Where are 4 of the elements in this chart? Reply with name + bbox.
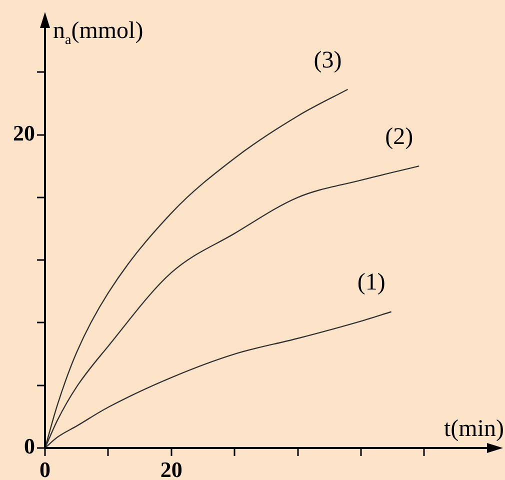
series-label: (3) <box>314 47 342 74</box>
series-label: (2) <box>385 124 414 150</box>
series-label: (1) <box>357 270 386 296</box>
x-axis-title: t(min) <box>444 416 504 442</box>
